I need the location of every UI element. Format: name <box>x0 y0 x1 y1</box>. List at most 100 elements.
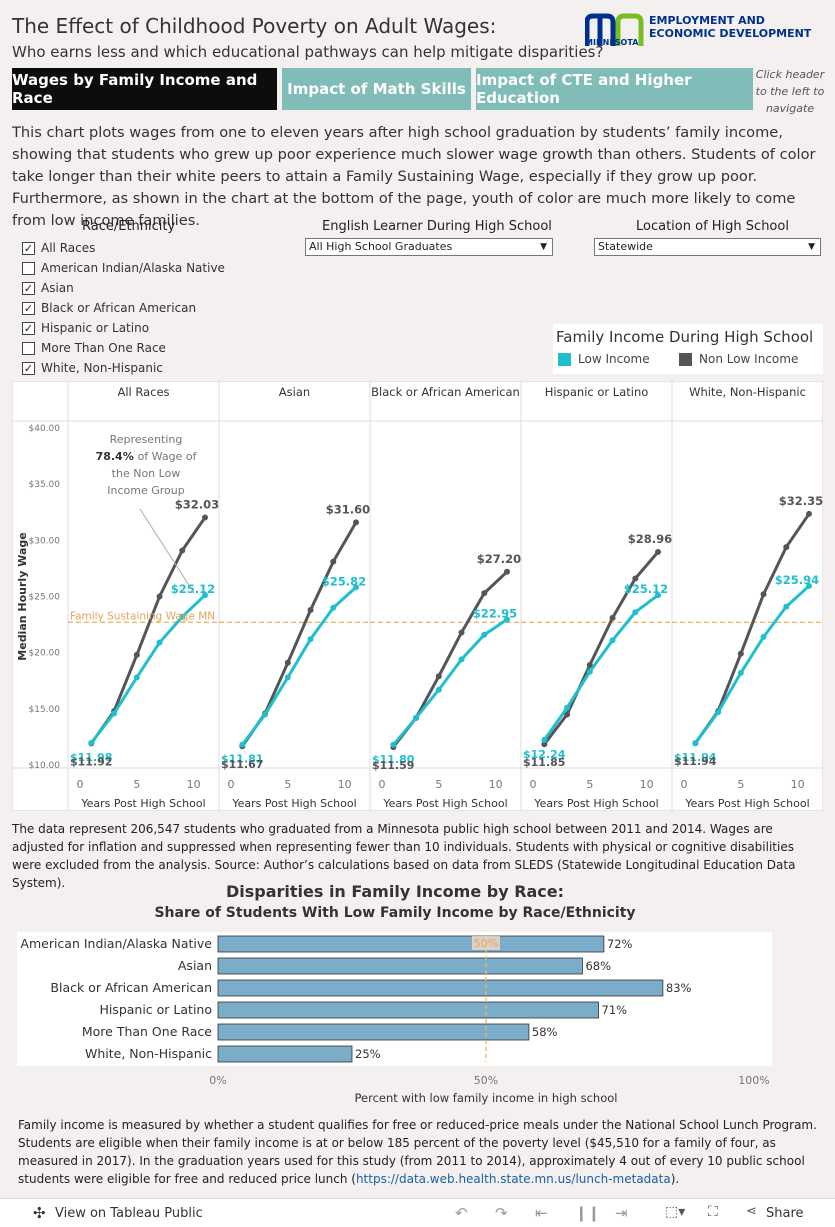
checkbox-checked-icon[interactable]: ✓ <box>22 361 35 375</box>
y-tick-label: $15.00 <box>29 705 61 715</box>
checkbox-checked-icon[interactable]: ✓ <box>22 241 35 255</box>
pause-icon[interactable]: ❙❙ <box>575 1204 601 1222</box>
redo-icon[interactable]: ↷ <box>495 1204 508 1222</box>
annotation-text: 78.4% of Wage of <box>96 450 198 463</box>
share-button[interactable]: Share <box>766 1206 804 1221</box>
forward-icon[interactable]: ⇥ <box>615 1204 628 1222</box>
bar <box>217 979 664 997</box>
bar-value-label: 71% <box>602 1003 628 1017</box>
low-point <box>806 582 812 589</box>
bar <box>217 1001 599 1019</box>
low-point <box>239 741 246 748</box>
x-axis-label: Years Post High School <box>533 797 658 810</box>
low-series-line <box>241 586 358 746</box>
race-option[interactable]: ✓ Hispanic or Latino <box>22 319 149 337</box>
low-end-label: $25.12 <box>171 582 215 596</box>
bar-chart-panel <box>17 932 772 1066</box>
bar-value-label: 72% <box>607 937 633 951</box>
bar-category-label: American Indian/Alaska Native <box>20 936 212 951</box>
low-point <box>435 686 442 693</box>
checkbox-checked-icon[interactable]: ✓ <box>22 281 35 295</box>
svg-text:EMPLOYMENT AND: EMPLOYMENT AND <box>649 14 765 27</box>
panel-title: All Races <box>117 385 169 399</box>
tab-math-skills[interactable]: Impact of Math Skills <box>282 68 471 110</box>
race-filter-label: Race/Ethnicity <box>82 219 176 234</box>
nonlow-start-label: $11.94 <box>674 755 717 768</box>
x-tick-label: 100% <box>738 1074 769 1087</box>
nonlow-point <box>481 590 488 597</box>
x-tick-label: 10 <box>489 778 503 791</box>
low-series-line <box>392 618 508 746</box>
tab-wages-by-income-race[interactable]: Wages by Family Income and Race <box>12 68 277 110</box>
race-option[interactable]: ✓ Asian <box>22 279 74 297</box>
panel-title: Black or African American <box>371 385 520 399</box>
low-point <box>541 736 548 743</box>
undo-icon[interactable]: ↶ <box>455 1204 468 1222</box>
panel-title: Asian <box>279 385 310 399</box>
low-point <box>504 616 510 623</box>
checkbox-icon[interactable] <box>22 261 35 275</box>
low-point <box>458 656 465 663</box>
tab-hint: Click header to the left to navigate <box>755 68 825 115</box>
nonlow-series-line <box>543 551 660 746</box>
low-end-label: $22.95 <box>473 607 517 621</box>
download-icon[interactable]: ⬚▾ <box>665 1204 686 1220</box>
nonlow-point <box>783 544 790 551</box>
low-point <box>692 740 699 747</box>
revert-icon[interactable]: ⇤ <box>535 1204 548 1222</box>
footnote: Family income is measured by whether a s… <box>18 1118 817 1186</box>
x-tick-label: 0 <box>77 778 84 791</box>
nonlow-point <box>504 568 510 575</box>
lunch-metadata-link[interactable]: https://data.web.health.state.mn.us/lunc… <box>355 1172 671 1186</box>
bar-category-label: More Than One Race <box>82 1024 212 1039</box>
checkbox-icon[interactable] <box>22 341 35 355</box>
location-select[interactable]: Statewide ▼ <box>594 238 821 256</box>
view-on-tableau-link[interactable]: View on Tableau Public <box>55 1206 203 1221</box>
low-series-line <box>694 584 811 745</box>
checkbox-checked-icon[interactable]: ✓ <box>22 321 35 335</box>
nonlow-point <box>760 591 767 598</box>
page-subtitle: Who earns less and which educational pat… <box>12 43 604 61</box>
legend-item-low-income[interactable]: Low Income <box>558 352 650 366</box>
panel-title: White, Non-Hispanic <box>689 385 806 399</box>
nonlow-end-label: $32.35 <box>779 494 823 508</box>
checkbox-checked-icon[interactable]: ✓ <box>22 301 35 315</box>
race-option[interactable]: ✓ White, Non-Hispanic <box>22 359 163 377</box>
family-sustaining-wage-label: Family Sustaining Wage MN <box>70 610 215 622</box>
low-point <box>179 613 186 620</box>
low-end-label: $25.94 <box>775 573 819 587</box>
nonlow-point <box>179 547 186 554</box>
nonlow-end-label: $32.03 <box>175 498 219 512</box>
race-option[interactable]: ✓ Black or African American <box>22 299 196 317</box>
nonlow-point <box>541 741 548 748</box>
x-axis-label: Years Post High School <box>684 797 809 810</box>
low-point <box>715 709 722 716</box>
bar-value-label: 58% <box>532 1025 558 1039</box>
fullscreen-icon[interactable]: ⛶ <box>708 1204 718 1220</box>
x-axis-label: Percent with low family income in high s… <box>355 1091 618 1105</box>
bar-category-label: White, Non-Hispanic <box>85 1046 212 1061</box>
x-tick-label: 10 <box>338 778 352 791</box>
race-option-label: Asian <box>41 281 74 295</box>
race-option[interactable]: ✓ All Races <box>22 239 95 257</box>
nonlow-start-label: $11.85 <box>523 756 565 769</box>
el-select[interactable]: All High School Graduates ▼ <box>305 238 553 256</box>
race-option[interactable]: American Indian/Alaska Native <box>22 259 225 277</box>
nonlow-point <box>564 711 571 718</box>
page-title: The Effect of Childhood Poverty on Adult… <box>12 14 497 38</box>
nonlow-start-label: $11.67 <box>221 758 263 771</box>
non-low-income-swatch <box>679 352 692 366</box>
nonlow-point <box>156 593 163 600</box>
low-series-line <box>543 593 659 741</box>
nonlow-point <box>133 651 140 658</box>
race-option[interactable]: More Than One Race <box>22 339 166 357</box>
tab-cte-higher-ed[interactable]: Impact of CTE and Higher Education <box>476 68 753 110</box>
deed-logo: EMPLOYMENT AND ECONOMIC DEVELOPMENT <box>585 13 812 46</box>
x-tick-label: 10 <box>791 778 805 791</box>
low-point <box>413 714 420 721</box>
legend-item-non-low-income[interactable]: Non Low Income <box>679 352 798 366</box>
low-point <box>632 609 639 616</box>
svg-text:ECONOMIC DEVELOPMENT: ECONOMIC DEVELOPMENT <box>649 27 812 40</box>
el-filter-label: English Learner During High School <box>322 219 552 234</box>
low-income-swatch <box>558 352 571 366</box>
